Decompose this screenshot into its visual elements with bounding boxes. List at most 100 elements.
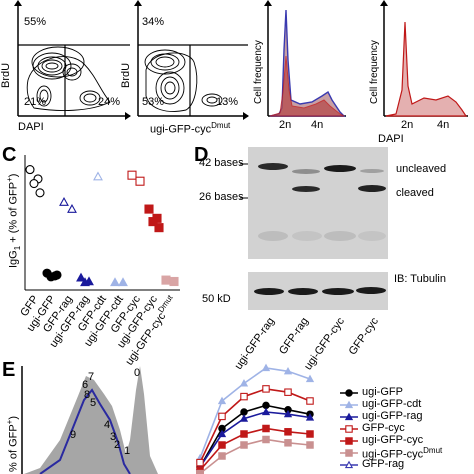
division-line-chart bbox=[195, 363, 315, 474]
peak-label: 3 bbox=[110, 431, 117, 443]
division-series-point bbox=[240, 392, 248, 401]
panel-d-letter: D bbox=[194, 144, 209, 166]
scatter-point bbox=[35, 188, 45, 198]
division-series-point bbox=[305, 413, 315, 421]
peak-label: 0 bbox=[134, 367, 141, 379]
division-series-line bbox=[199, 411, 311, 468]
smear-lane2 bbox=[292, 231, 322, 241]
tubulin-band-3 bbox=[322, 288, 354, 295]
division-series-point bbox=[262, 385, 270, 393]
cleaved-label: cleaved bbox=[396, 187, 434, 199]
marker-42-tick bbox=[240, 163, 248, 165]
legend-marker bbox=[344, 412, 354, 421]
division-series-point bbox=[261, 407, 271, 416]
tubulin-band-2 bbox=[288, 288, 318, 295]
legend-label: ugi-GFP-cdt bbox=[362, 398, 422, 410]
division-series-point bbox=[305, 374, 315, 383]
division-series-point bbox=[283, 409, 293, 418]
smear-lane1 bbox=[258, 231, 288, 241]
scatter-point bbox=[67, 203, 77, 213]
legend-label: ugi-GFP bbox=[362, 386, 403, 398]
quadrant-ll-plot-1: 21% bbox=[24, 96, 47, 108]
quadrant-ul-plot-2: 34% bbox=[142, 16, 165, 28]
scatter-point bbox=[52, 270, 62, 280]
proliferation-histogram-fill bbox=[24, 366, 158, 474]
quadrant-ll-plot-2: 53% bbox=[142, 96, 165, 108]
hist-2-xlabel: DAPI bbox=[378, 133, 404, 145]
division-series-point bbox=[284, 388, 292, 396]
division-series-point bbox=[217, 396, 227, 405]
tubulin-band-4 bbox=[356, 287, 386, 294]
peak-label: 7 bbox=[88, 371, 95, 383]
scatter-point bbox=[59, 196, 69, 206]
proliferation-histogram-line bbox=[39, 388, 131, 474]
panel-c-letter: C bbox=[2, 144, 17, 166]
smear-lane3 bbox=[324, 231, 356, 241]
dna-histogram-1 bbox=[264, 0, 346, 117]
band-uncleaved-lane2 bbox=[292, 169, 320, 174]
division-series-line bbox=[199, 367, 311, 459]
division-series-point bbox=[284, 439, 292, 447]
legend-marker bbox=[345, 449, 353, 457]
scatter-point bbox=[110, 277, 120, 287]
division-series-point bbox=[218, 412, 226, 421]
scatter-point bbox=[148, 217, 158, 227]
division-series-point bbox=[262, 424, 270, 433]
contour-lines bbox=[26, 46, 111, 111]
plot-2-xlabel: ugi-GFP-cycDmut bbox=[150, 121, 231, 136]
scatter-point bbox=[93, 171, 103, 181]
peak-label: 6 bbox=[82, 379, 89, 391]
panel-e-graphics bbox=[21, 363, 315, 474]
scatter-point bbox=[80, 277, 90, 287]
hist-1-tick-2n: 2n bbox=[279, 119, 292, 131]
peak-label: 4 bbox=[104, 419, 111, 431]
legend-label: ugi-GFP-cyc bbox=[362, 434, 424, 446]
division-series-point bbox=[306, 397, 314, 405]
dapi-xlabel-1: DAPI bbox=[18, 121, 44, 133]
scatter-point bbox=[154, 223, 164, 233]
division-series-point bbox=[306, 441, 314, 449]
legend-marker bbox=[344, 460, 354, 469]
legend-marker bbox=[345, 425, 353, 433]
panel-a bbox=[14, 0, 468, 120]
uncleaved-label: uncleaved bbox=[396, 163, 447, 175]
division-series-point bbox=[240, 441, 248, 449]
dna-histogram-2 bbox=[380, 0, 468, 117]
division-series-point bbox=[218, 441, 226, 449]
hist-2-tick-2n: 2n bbox=[401, 119, 414, 131]
division-series-point bbox=[283, 366, 293, 375]
kd-label: 50 kD bbox=[202, 293, 231, 305]
division-series-point bbox=[239, 379, 249, 387]
gel-blot bbox=[248, 147, 388, 259]
marker-42-bases: 42 bases bbox=[199, 157, 244, 169]
tubulin-blot bbox=[248, 272, 388, 310]
division-series-point bbox=[284, 428, 292, 436]
band-cleaved-lane2 bbox=[292, 186, 320, 192]
division-series-point bbox=[261, 363, 271, 372]
band-uncleaved-lane3 bbox=[324, 165, 356, 172]
contour-lines-2 bbox=[144, 49, 223, 112]
quadrant-lr-plot-1: 24% bbox=[98, 96, 121, 108]
legend-label: GFP-rag bbox=[362, 458, 405, 470]
flow-contour-plot-1 bbox=[14, 0, 131, 120]
peak-label: 2 bbox=[114, 439, 121, 451]
marker-26-tick bbox=[240, 197, 248, 199]
flow-contour-plot-2 bbox=[134, 0, 249, 120]
hist-1-tick-4n: 4n bbox=[311, 119, 324, 131]
peak-label: 8 bbox=[84, 389, 91, 401]
division-series-point bbox=[262, 435, 270, 444]
scatter-point bbox=[118, 277, 128, 287]
division-series-point bbox=[240, 430, 248, 438]
scatter-point bbox=[127, 170, 137, 180]
band-cleaved-lane4 bbox=[358, 185, 386, 192]
smear-lane4 bbox=[358, 231, 386, 241]
scatter-point bbox=[76, 272, 86, 282]
division-series-point bbox=[217, 429, 227, 438]
peak-label: 9 bbox=[70, 429, 77, 441]
hist-2-tick-4n: 4n bbox=[437, 119, 450, 131]
scatter-point bbox=[169, 276, 179, 287]
legend-label: ugi-GFP-rag bbox=[362, 410, 423, 422]
scatter-point bbox=[135, 176, 145, 186]
